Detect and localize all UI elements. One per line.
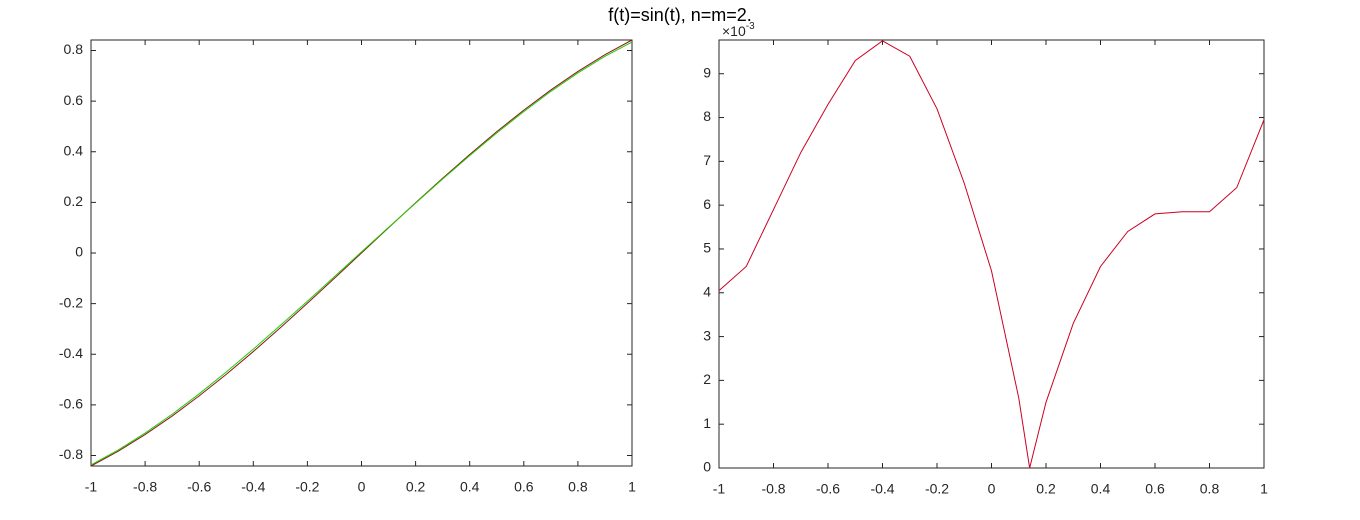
- x-tick-label: 0.4: [460, 479, 480, 495]
- y-tick-label: -0.4: [59, 345, 83, 361]
- series-line: [718, 40, 1265, 469]
- x-tick-label: -0.4: [870, 481, 894, 497]
- x-tick-label: 0: [358, 479, 366, 495]
- x-tick-label: -0.8: [761, 481, 785, 497]
- x-tick-label: 0.8: [1200, 481, 1220, 497]
- y-tick-label: 3: [703, 327, 711, 343]
- multiplier-exponent: -3: [746, 21, 755, 32]
- x-tick-label: 1: [628, 479, 636, 495]
- x-tick-label: 0.6: [1145, 481, 1165, 497]
- figure-title: f(t)=sin(t), n=m=2.: [608, 5, 752, 25]
- y-tick-label: 4: [703, 283, 711, 299]
- y-tick-label: 0: [703, 459, 711, 475]
- x-tick-label: -0.6: [187, 479, 211, 495]
- x-tick-label: 0.4: [1091, 481, 1111, 497]
- y-tick-label: 0.4: [64, 142, 84, 158]
- y-tick-label: 0: [75, 244, 83, 260]
- x-tick-label: -0.4: [241, 479, 265, 495]
- y-tick-label: -0.6: [59, 396, 83, 412]
- x-tick-label: -1: [85, 479, 98, 495]
- x-tick-label: 0.8: [568, 479, 588, 495]
- x-tick-label: 0.6: [514, 479, 534, 495]
- axis-multiplier: ×10-3: [722, 21, 755, 39]
- y-tick-label: 7: [703, 152, 711, 168]
- x-tick-label: 1: [1260, 481, 1268, 497]
- y-tick-label: 0.2: [64, 193, 84, 209]
- x-tick-label: -1: [713, 481, 726, 497]
- x-tick-label: -0.6: [816, 481, 840, 497]
- y-tick-label: 1: [703, 415, 711, 431]
- x-tick-label: 0.2: [406, 479, 426, 495]
- y-tick-label: 6: [703, 196, 711, 212]
- x-tick-label: 0.2: [1036, 481, 1056, 497]
- y-tick-label: 0.6: [64, 92, 84, 108]
- x-tick-label: -0.8: [133, 479, 157, 495]
- multiplier-base: ×10: [722, 23, 746, 39]
- series-line: [90, 39, 633, 467]
- y-tick-label: 5: [703, 240, 711, 256]
- x-tick-label: 0: [988, 481, 996, 497]
- x-tick-label: -0.2: [295, 479, 319, 495]
- y-tick-label: 0.8: [64, 41, 84, 57]
- y-tick-label: 8: [703, 108, 711, 124]
- y-tick-label: 2: [703, 371, 711, 387]
- axes-box: [718, 39, 1265, 469]
- series-line: [90, 41, 633, 466]
- y-tick-label: -0.8: [59, 446, 83, 462]
- y-tick-label: 9: [703, 64, 711, 80]
- x-tick-label: -0.2: [925, 481, 949, 497]
- y-tick-label: -0.2: [59, 294, 83, 310]
